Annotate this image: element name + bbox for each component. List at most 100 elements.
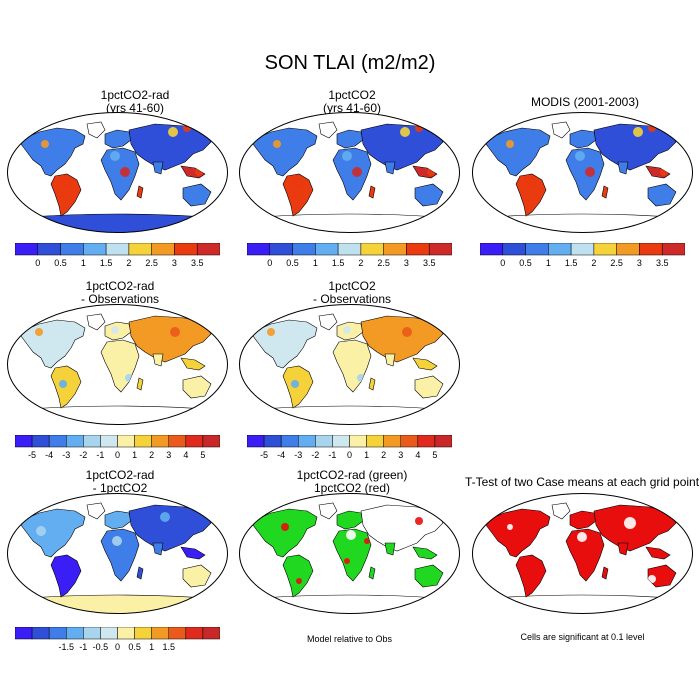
colorbar-swatch: [639, 243, 663, 256]
map-panel-6: [7, 493, 228, 614]
field-patch: [402, 327, 412, 337]
landmass-india: [617, 161, 629, 175]
colorbar-swatch: [48, 627, 67, 640]
field-patch: [507, 524, 513, 530]
field-patch: [112, 536, 122, 546]
colorbar-swatch: [202, 627, 220, 640]
colorbar-tick-label: 2: [149, 450, 154, 460]
landmass-south-america: [515, 173, 547, 217]
panel-title-2: 1pctCO2 (yrs 41-60): [322, 88, 381, 115]
landmass-south-america: [282, 365, 314, 409]
landmass-australia: [182, 375, 212, 399]
colorbar-tick-label: 2: [126, 258, 131, 268]
colorbar-tick-label: 1: [81, 258, 86, 268]
landmass-australia: [182, 183, 212, 207]
field-patch: [120, 167, 130, 177]
colorbar-tick-label: 3.5: [423, 258, 436, 268]
colorbar-swatch: [406, 243, 430, 256]
colorbar-tick-label: 0.5: [286, 258, 299, 268]
colorbar-tick-label: 0.5: [519, 258, 532, 268]
landmass-north-america: [252, 127, 318, 177]
colorbar-swatch: [117, 435, 135, 448]
colorbar-swatch: [428, 243, 452, 256]
map-boundary: [472, 493, 693, 614]
colorbar-tick-label: -0.5: [93, 642, 109, 652]
panel-title-5: 1pctCO2 - Observations: [312, 279, 392, 306]
colorbar-swatch: [247, 435, 265, 448]
field-patch: [36, 526, 46, 536]
field-patch: [343, 326, 351, 334]
colorbar-swatch: [105, 243, 130, 256]
colorbar-swatch: [525, 243, 549, 256]
panel-title-4: 1pctCO2-rad - Observations: [80, 279, 160, 306]
landmass-india: [384, 353, 396, 367]
colorbar-swatch: [117, 627, 135, 640]
landmass-madagascar: [136, 377, 144, 391]
antarctica: [246, 594, 453, 614]
map-boundary: [239, 493, 460, 614]
colorbar-swatch: [185, 627, 204, 640]
colorbar-tick-label: -1.5: [58, 642, 74, 652]
landmass-north-america: [20, 127, 86, 177]
colorbar-tick-label: -3: [62, 450, 70, 460]
field-patch: [35, 328, 43, 336]
landmass-south-america: [515, 554, 547, 598]
map-panel-5: [239, 304, 460, 425]
colorbar-tick-label: 1: [364, 450, 369, 460]
field-patch: [648, 575, 656, 583]
map-panel-4: [7, 304, 228, 425]
colorbar-swatch: [280, 435, 299, 448]
colorbar-tick-label: 0: [500, 258, 505, 268]
landmass-india: [384, 161, 396, 175]
colorbar-tick-label: 1.5: [162, 642, 175, 652]
colorbar-tick-label: 0: [267, 258, 272, 268]
landmass-greenland: [318, 121, 338, 139]
colorbar-swatch: [15, 435, 33, 448]
colorbar-tick-label: 0: [347, 450, 352, 460]
landmass-australia: [414, 183, 444, 207]
field-patch: [59, 176, 71, 188]
colorbar-swatch: [247, 243, 271, 256]
field-patch: [342, 151, 352, 161]
map-boundary: [7, 493, 228, 614]
map-panel-7: [239, 493, 460, 614]
significance-note: Cells are significant at 0.1 level: [520, 632, 645, 642]
landmass-africa: [565, 528, 605, 582]
landmass-australia: [414, 564, 444, 588]
colorbar-tick-label: 0: [115, 450, 120, 460]
colorbar-tick-label: 3: [166, 450, 171, 460]
landmass-greenland: [551, 121, 571, 139]
field-patch: [267, 328, 275, 336]
field-patch: [111, 326, 119, 334]
colorbar-swatch: [31, 627, 50, 640]
landmass-australia: [182, 564, 212, 588]
colorbar-swatch: [83, 627, 101, 640]
panel-title-8: T-Test of two Case means at each grid po…: [464, 475, 700, 489]
landmass-se-asia: [180, 546, 206, 560]
panel-title-6: 1pctCO2-rad - 1pctCO2: [85, 468, 155, 495]
colorbar-swatch: [60, 243, 84, 256]
colorbar-swatch: [168, 435, 187, 448]
panel-title-1: 1pctCO2-rad (yrs 41-60): [100, 88, 170, 115]
colorbar-swatch: [502, 243, 526, 256]
colorbar-swatch: [383, 435, 402, 448]
landmass-madagascar: [368, 185, 376, 199]
landmass-madagascar: [368, 377, 376, 391]
colorbar-swatch: [383, 243, 407, 256]
colorbar-swatch: [151, 435, 170, 448]
field-patch: [577, 532, 587, 542]
field-patch: [575, 151, 585, 161]
map-boundary: [7, 112, 228, 233]
landmass-europe: [104, 129, 132, 149]
field-patch: [352, 167, 362, 177]
field-patch: [148, 321, 162, 335]
colorbar-swatch: [134, 627, 152, 640]
colorbar-tick-label: 2.5: [377, 258, 390, 268]
map-panel-8: [472, 493, 693, 614]
antarctica: [14, 594, 221, 614]
landmass-madagascar: [136, 185, 144, 199]
landmass-greenland: [86, 502, 106, 520]
colorbar-swatch: [400, 435, 419, 448]
landmass-se-asia: [412, 357, 438, 371]
field-patch: [585, 167, 595, 177]
